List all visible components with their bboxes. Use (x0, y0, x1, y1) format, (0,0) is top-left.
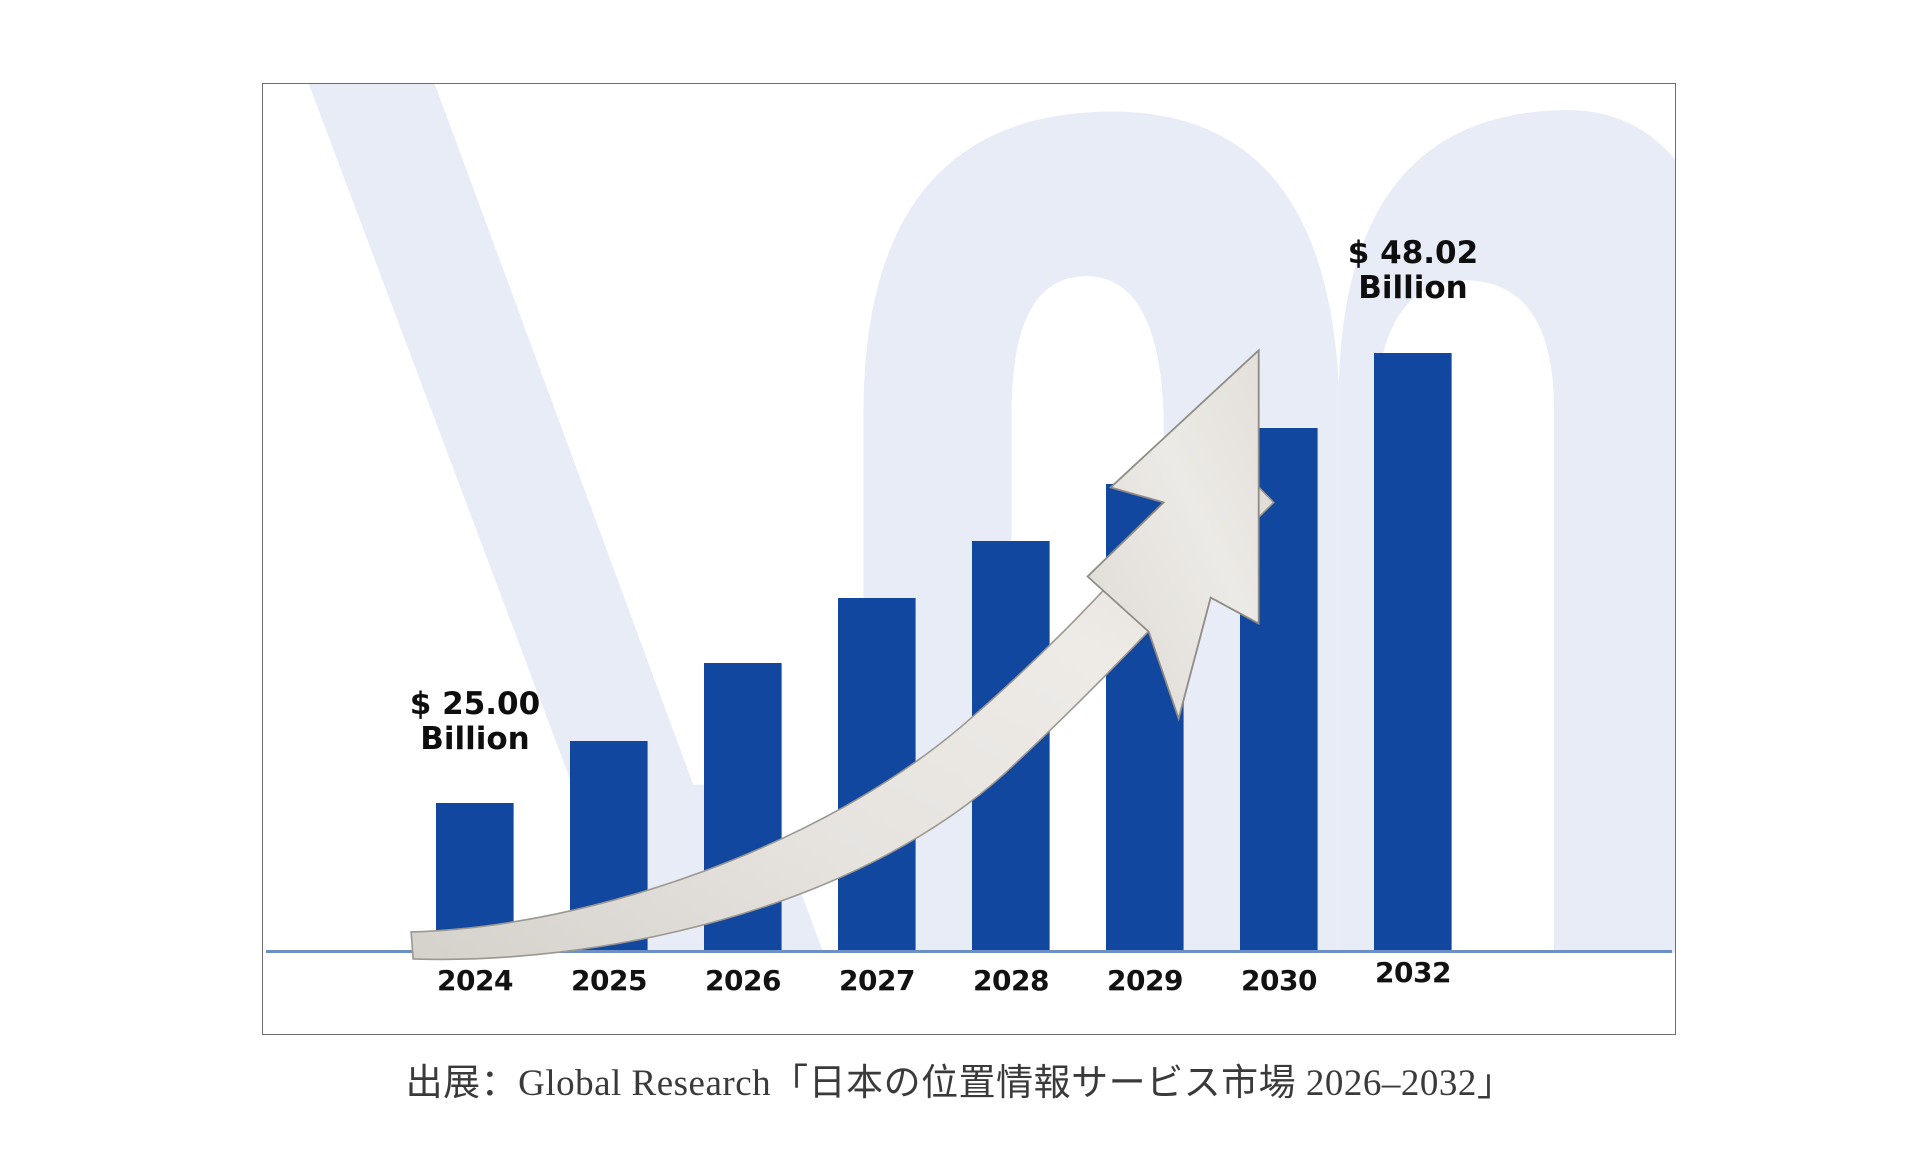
x-tick-2026: 2026 (705, 964, 781, 997)
x-tick-2028: 2028 (973, 964, 1049, 997)
x-tick-2029: 2029 (1107, 964, 1183, 997)
x-tick-2030: 2030 (1241, 964, 1317, 997)
x-tick-2025: 2025 (571, 964, 647, 997)
bar-2029[interactable] (1106, 484, 1184, 950)
value-label-2032-line1: $ 48.02 (1347, 235, 1479, 271)
bar-2032[interactable] (1374, 353, 1452, 950)
value-label-2024: $ 25.00 Billion (367, 687, 583, 756)
value-label-2032: $ 48.02 Billion (1305, 236, 1521, 305)
bar-2024[interactable] (436, 803, 514, 950)
chart-frame: $ 25.00 Billion $ 48.02 Billion 2024 202… (262, 83, 1676, 1035)
bar-2028[interactable] (972, 541, 1050, 950)
bar-2030[interactable] (1240, 428, 1318, 950)
value-label-2024-line1: $ 25.00 (409, 686, 541, 722)
source-caption: 出展：Global Research「日本の位置情報サービス市場 2026–20… (405, 1063, 1515, 1104)
plot-area: $ 25.00 Billion $ 48.02 Billion 2024 202… (263, 84, 1675, 1034)
value-label-2032-line2: Billion (1358, 269, 1468, 306)
x-tick-2024: 2024 (437, 964, 513, 997)
x-tick-2032: 2032 (1375, 956, 1451, 989)
bar-2027[interactable] (838, 598, 916, 950)
x-axis-line (266, 950, 1672, 953)
value-label-2024-line2: Billion (420, 720, 530, 757)
bar-2025[interactable] (570, 741, 648, 950)
bar-2026[interactable] (704, 663, 782, 950)
x-tick-2027: 2027 (839, 964, 915, 997)
